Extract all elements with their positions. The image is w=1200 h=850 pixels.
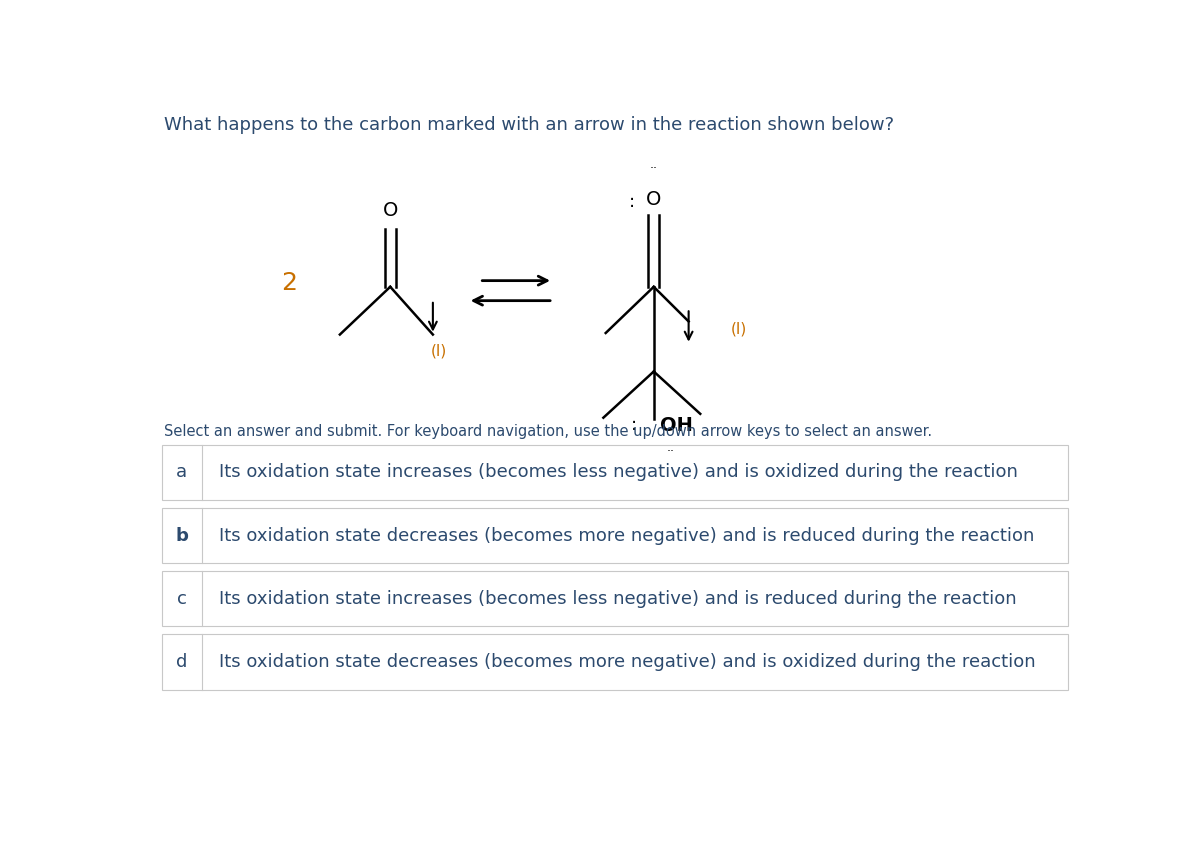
Text: O: O <box>646 190 661 209</box>
FancyBboxPatch shape <box>162 571 1068 626</box>
Text: ··: ·· <box>649 162 658 175</box>
Text: b: b <box>175 526 188 545</box>
Text: Its oxidation state decreases (becomes more negative) and is reduced during the : Its oxidation state decreases (becomes m… <box>218 526 1034 545</box>
Text: a: a <box>176 463 187 481</box>
Text: Select an answer and submit. For keyboard navigation, use the up/down arrow keys: Select an answer and submit. For keyboar… <box>164 424 932 439</box>
Text: Its oxidation state increases (becomes less negative) and is reduced during the : Its oxidation state increases (becomes l… <box>218 590 1016 608</box>
Text: (I): (I) <box>431 343 448 359</box>
Text: (I): (I) <box>731 321 748 337</box>
Text: Its oxidation state decreases (becomes more negative) and is oxidized during the: Its oxidation state decreases (becomes m… <box>218 653 1036 671</box>
Text: :: : <box>629 193 635 211</box>
Text: 2: 2 <box>282 271 298 295</box>
Text: c: c <box>176 590 187 608</box>
Text: Its oxidation state increases (becomes less negative) and is oxidized during the: Its oxidation state increases (becomes l… <box>218 463 1018 481</box>
Text: d: d <box>176 653 187 671</box>
Text: ··: ·· <box>667 445 674 458</box>
Text: OH: OH <box>660 416 692 435</box>
Text: What happens to the carbon marked with an arrow in the reaction shown below?: What happens to the carbon marked with a… <box>164 116 894 133</box>
FancyBboxPatch shape <box>162 507 1068 564</box>
Text: :: : <box>631 416 637 434</box>
Text: O: O <box>383 201 398 220</box>
FancyBboxPatch shape <box>162 445 1068 500</box>
FancyBboxPatch shape <box>162 634 1068 689</box>
